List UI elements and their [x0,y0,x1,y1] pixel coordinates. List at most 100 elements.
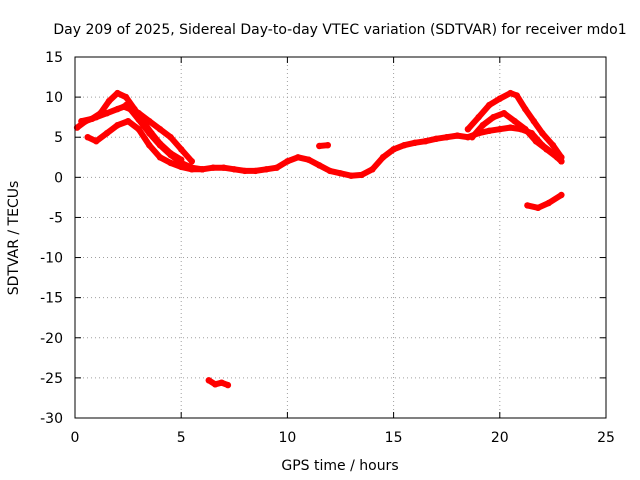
data-point [252,167,259,175]
y-tick-label: -30 [40,411,63,427]
data-point [188,158,195,165]
data-point [422,138,429,145]
data-point [522,126,529,133]
data-point [464,126,472,133]
data-point [513,92,520,99]
data-point [167,134,174,141]
data-point [122,93,130,101]
data-point [558,158,565,165]
data-point [231,166,238,173]
data-point [105,97,113,105]
data-point [532,138,540,145]
data-point [212,381,219,388]
data-point [209,164,217,171]
grid-layer [75,57,606,418]
data-point [167,159,174,167]
data-point [148,130,155,137]
data-point [305,156,312,163]
data-point [549,142,557,149]
data-point [545,199,552,207]
data-point [530,118,537,125]
data-point [432,135,440,142]
data-point [369,166,376,173]
data-point [156,140,164,147]
series-arc-i [205,377,231,389]
data-point [534,204,542,211]
data-point [522,105,529,113]
data-point [390,146,397,153]
data-point [167,150,174,157]
data-point [358,171,365,179]
data-point [205,377,212,384]
data-point [124,118,132,125]
data-point [103,130,111,137]
data-point [224,381,232,389]
data-point [553,154,561,161]
y-tick-label: 0 [54,170,63,186]
data-point [273,164,280,171]
axis-layer: 0 5 10 15 20 25 15 10 5 0 -5 -10 -15 -20 -25 -30 [40,50,615,446]
data-point [347,172,355,179]
data-point [241,167,249,175]
data-point [178,156,185,163]
data-point [188,166,195,173]
data-point [122,101,130,109]
y-tick-label: -20 [40,331,63,347]
data-point [543,146,550,153]
data-point [479,122,486,129]
data-point [324,142,331,149]
data-point [411,139,418,146]
data-point [316,162,323,169]
y-tick-label: 10 [45,90,63,106]
data-point [507,124,514,131]
data-point [486,101,493,109]
series-arc-g [469,110,565,165]
data-point [156,126,164,133]
chart-title: Day 209 of 2025, Sidereal Day-to-day VTE… [53,22,626,38]
data-point [178,146,185,153]
data-layer [73,89,565,389]
data-point [97,110,104,117]
data-point [263,166,270,173]
data-point [284,158,291,165]
y-tick-label: -5 [49,210,63,226]
data-point [93,138,100,145]
data-point [454,132,461,139]
data-point [220,164,227,171]
data-point [199,166,206,173]
x-tick-label: 20 [491,430,509,446]
data-point [443,134,450,141]
y-tick-label: -10 [40,251,63,267]
data-point [558,191,565,199]
y-axis-label: SDTVAR / TECUs [6,181,22,296]
data-point [475,114,482,121]
data-point [486,127,493,134]
data-point [114,105,121,113]
data-point [496,126,503,133]
x-tick-label: 0 [71,430,80,446]
data-point [114,122,121,129]
data-point [135,126,142,133]
data-point [103,110,111,117]
data-point [218,379,225,386]
series-arc-h [524,192,565,211]
y-tick-label: 15 [45,50,63,66]
plot-frame [74,56,607,419]
data-point [178,163,185,171]
data-point [401,142,408,149]
y-tick-label: 5 [54,130,63,146]
x-tick-label: 15 [385,430,403,446]
data-point [146,118,153,125]
data-point [539,130,546,137]
data-point [490,114,497,121]
data-point [511,118,518,125]
data-point [496,95,503,102]
data-point [88,115,96,123]
data-point [114,89,121,97]
x-tick-label: 10 [278,430,296,446]
data-point [507,89,514,97]
data-point [469,134,476,141]
data-point [379,154,387,161]
x-tick-label: 5 [177,430,186,446]
